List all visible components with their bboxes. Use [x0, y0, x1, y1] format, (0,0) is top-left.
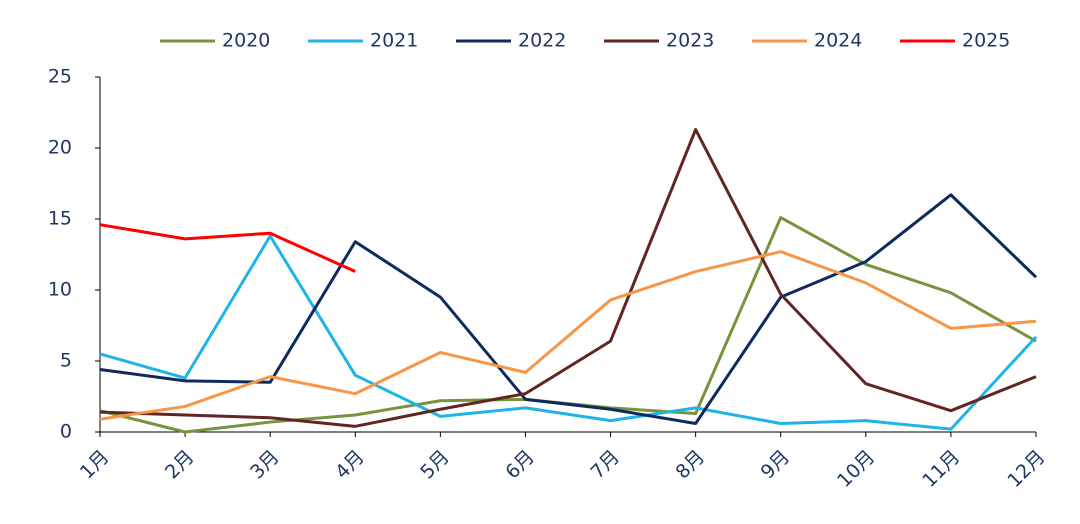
series-line [99, 128, 1037, 428]
series-line [99, 223, 356, 273]
series-line [99, 250, 1037, 421]
y-tick-label: 25 [48, 66, 72, 88]
x-tick-label: 12月 [1003, 446, 1049, 492]
legend-label: 2025 [962, 30, 1010, 52]
series-line [99, 193, 1038, 425]
legend-label: 2024 [814, 30, 862, 52]
x-tick-label: 8月 [672, 446, 710, 484]
x-tick-label: 3月 [246, 446, 284, 484]
x-tick-label: 7月 [586, 446, 624, 484]
x-tick-label: 10月 [833, 446, 879, 492]
x-tick-label: 5月 [416, 446, 454, 484]
y-tick-label: 5 [60, 350, 72, 372]
legend-label: 2021 [370, 30, 418, 52]
y-tick-label: 10 [48, 279, 72, 301]
y-tick-label: 15 [48, 208, 72, 230]
series-line [99, 234, 1038, 431]
legend-label: 2022 [518, 30, 566, 52]
legend-label: 2020 [222, 30, 270, 52]
y-tick-label: 20 [48, 137, 72, 159]
x-tick-label: 2月 [161, 446, 199, 484]
series-line [99, 216, 1037, 434]
x-tick-label: 1月 [76, 446, 114, 484]
x-tick-label: 6月 [501, 446, 539, 484]
x-tick-label: 9月 [757, 446, 795, 484]
x-tick-label: 4月 [331, 446, 369, 484]
y-tick-label: 0 [60, 421, 72, 443]
x-tick-label: 11月 [918, 446, 964, 492]
legend-label: 2023 [666, 30, 714, 52]
